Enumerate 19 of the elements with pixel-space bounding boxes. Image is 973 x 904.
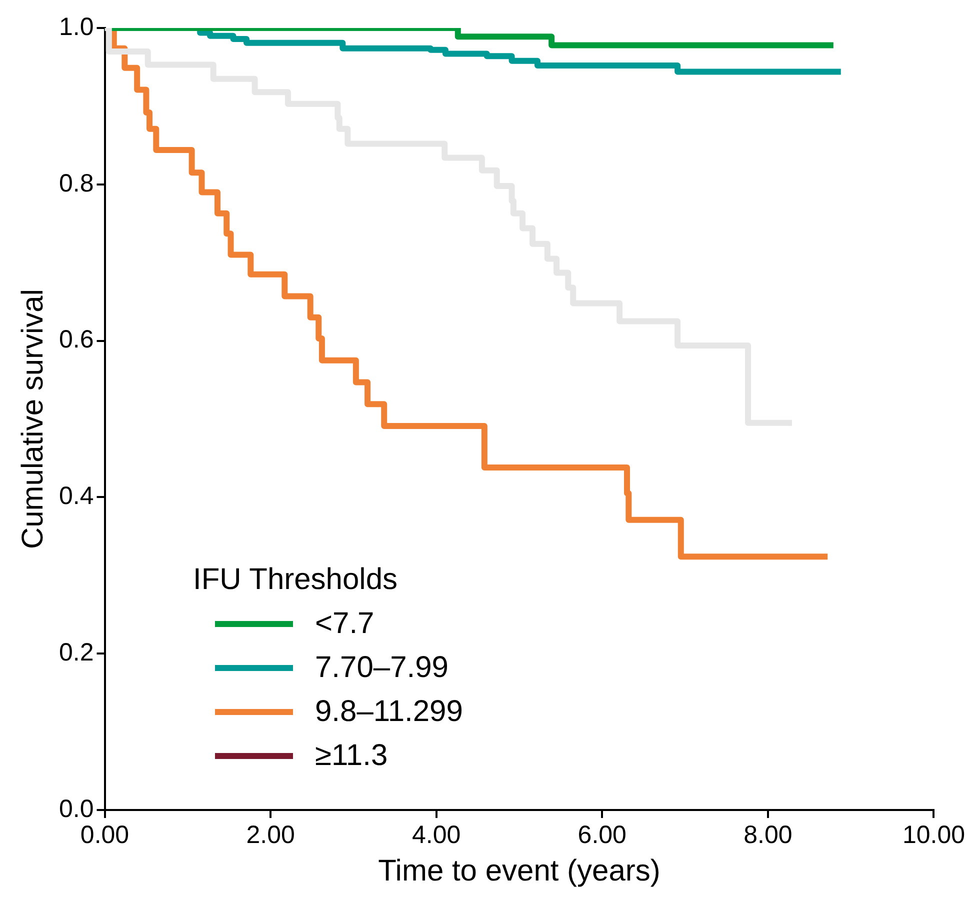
- legend-label: 9.8–11.299: [315, 694, 463, 730]
- y-tick-label: 0.6: [58, 326, 94, 354]
- y-axis-title: Cumulative survival: [16, 288, 50, 550]
- y-tick-label: 1.0: [58, 12, 94, 41]
- x-tick-label: 10.00: [902, 820, 965, 849]
- x-tick-label: 4.00: [412, 820, 461, 849]
- y-tick-label: 0.8: [58, 169, 94, 198]
- x-tick-label: 8.00: [744, 820, 792, 849]
- legend-label: 7.70–7.99: [315, 650, 448, 686]
- x-axis-title: Time to event (years): [378, 854, 660, 888]
- x-tick-label: 6.00: [578, 820, 626, 849]
- x-tick-label: 0.00: [80, 820, 130, 849]
- y-tick-label: 0.4: [58, 482, 94, 510]
- x-tick-label: 2.00: [246, 820, 295, 849]
- y-tick-label: 0.2: [58, 638, 94, 666]
- legend-title: IFU Thresholds: [193, 562, 399, 598]
- y-tick-label: 0.0: [58, 794, 94, 823]
- legend-label: <7.7: [315, 606, 374, 642]
- legend-label: ≥11.3: [315, 738, 388, 774]
